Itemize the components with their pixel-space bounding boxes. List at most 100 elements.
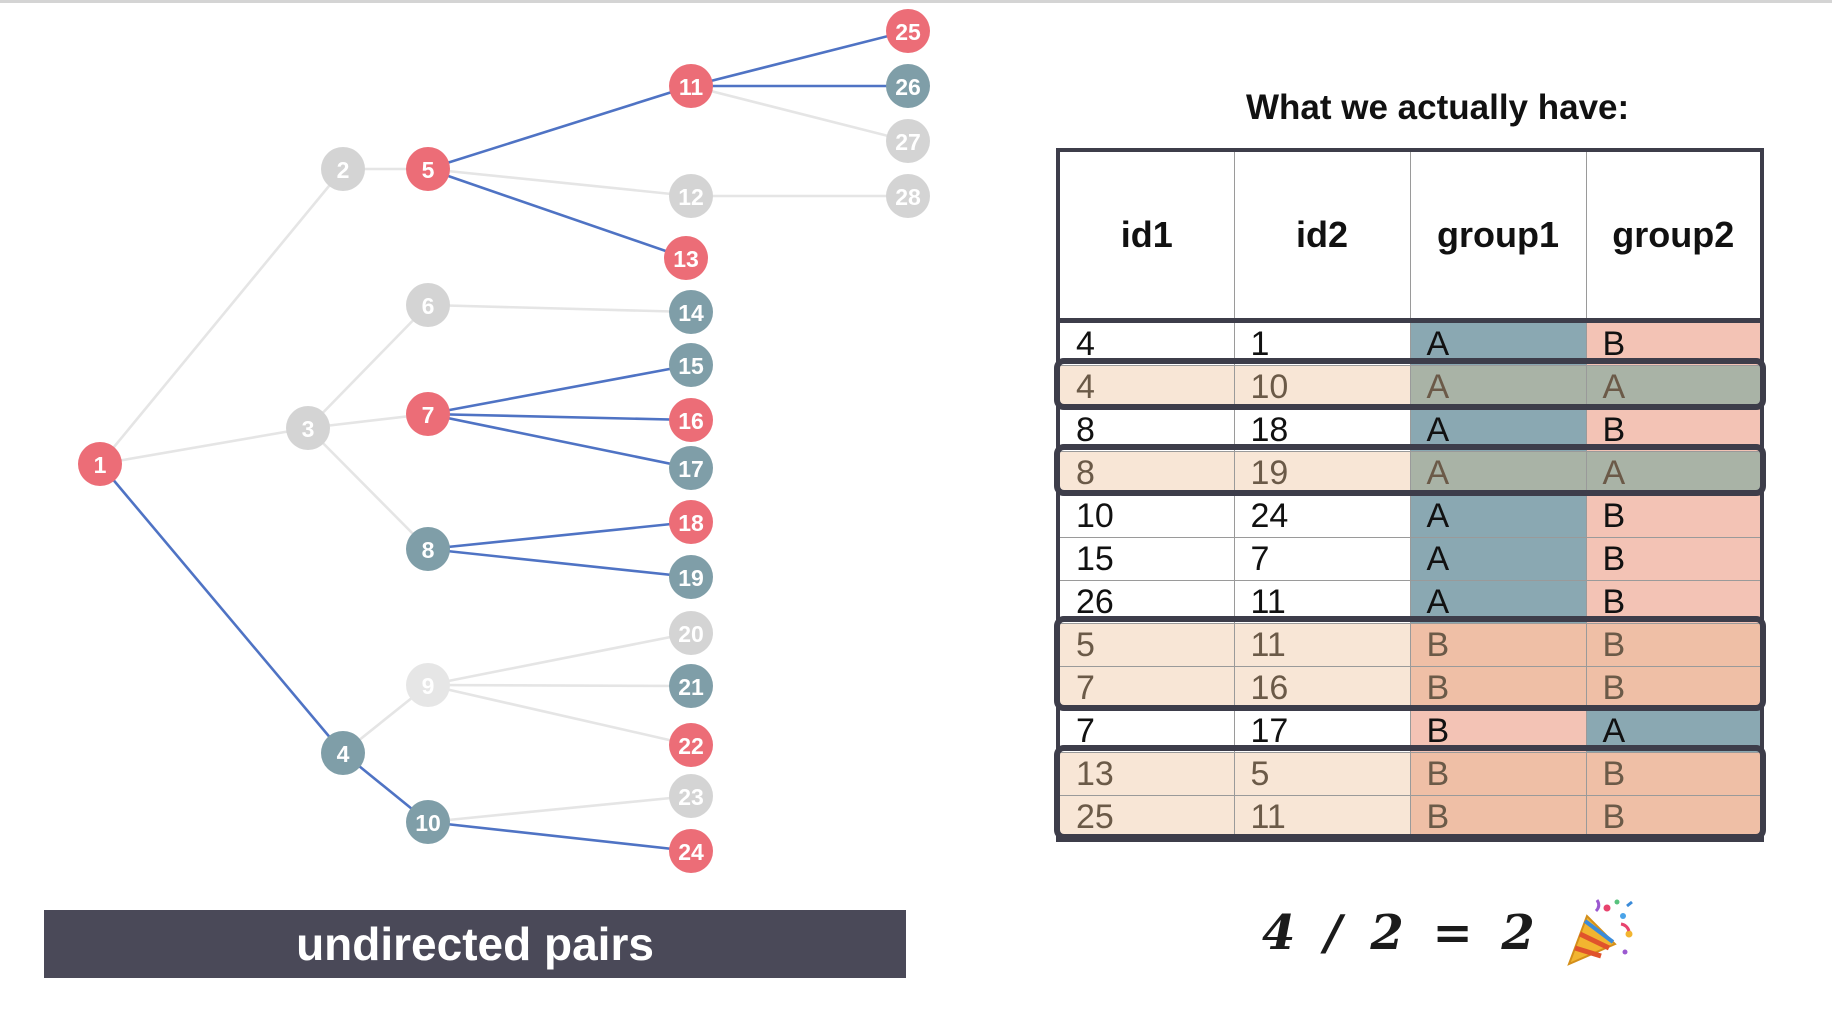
- edge-7-16: [427, 412, 692, 422]
- cell-id2: 7: [1234, 537, 1411, 581]
- node-label: 12: [678, 184, 704, 210]
- node-circle: [669, 774, 713, 818]
- node-16: 16: [669, 398, 713, 442]
- cell-group1: A: [1410, 580, 1587, 624]
- cell-group2: B: [1586, 623, 1762, 667]
- node-label: 11: [679, 74, 704, 100]
- edge-1-3: [99, 426, 309, 466]
- edge-10-24: [427, 820, 692, 853]
- node-18: 18: [669, 500, 713, 544]
- node-circle: [669, 555, 713, 599]
- edge-6-14: [427, 303, 692, 314]
- table-title: What we actually have:: [1246, 88, 1630, 127]
- cell-id1: 4: [1058, 320, 1235, 366]
- node-17: 17: [669, 446, 713, 490]
- cell-group2: B: [1586, 537, 1762, 581]
- header-group2: group2: [1586, 150, 1762, 323]
- node-2: 2: [321, 147, 365, 191]
- node-circle: [886, 9, 930, 53]
- table-row: 8 19 A A: [1058, 451, 1762, 495]
- edge-8-19: [427, 547, 692, 579]
- node-label: 9: [422, 673, 435, 699]
- node-circle: [406, 527, 450, 571]
- cell-id1: 5: [1058, 623, 1235, 667]
- edge-11-25: [690, 29, 909, 88]
- tree-edges: [98, 29, 909, 853]
- node-label: 24: [678, 839, 704, 865]
- table-row: 25 11 B B: [1058, 795, 1762, 841]
- cell-group1: A: [1410, 494, 1587, 538]
- node-label: 5: [422, 157, 435, 183]
- node-label: 25: [895, 19, 921, 45]
- cell-group2: A: [1586, 709, 1762, 753]
- edge-9-20: [427, 631, 692, 687]
- header-id2: id2: [1234, 150, 1411, 323]
- table-row: 5 11 B B: [1058, 623, 1762, 667]
- edge-1-4: [99, 463, 344, 754]
- node-15: 15: [669, 343, 713, 387]
- cell-group2: B: [1586, 494, 1762, 538]
- node-label: 17: [678, 456, 704, 482]
- cell-id2: 24: [1234, 494, 1411, 538]
- edge-3-6: [307, 304, 429, 429]
- node-circle: [669, 343, 713, 387]
- node-circle: [886, 119, 930, 163]
- cell-group1: A: [1410, 365, 1587, 409]
- edge-5-12: [427, 167, 692, 198]
- node-label: 4: [337, 741, 350, 767]
- edge-8-18: [427, 520, 692, 551]
- cell-id1: 4: [1058, 365, 1235, 409]
- cell-group1: B: [1410, 623, 1587, 667]
- cell-id2: 11: [1234, 580, 1411, 624]
- node-circle: [286, 406, 330, 450]
- cell-id1: 10: [1058, 494, 1235, 538]
- table-row: 8 18 A B: [1058, 408, 1762, 452]
- party-popper-icon: [1563, 894, 1637, 973]
- node-19: 19: [669, 555, 713, 599]
- node-27: 27: [886, 119, 930, 163]
- node-7: 7: [406, 392, 450, 436]
- node-circle: [886, 174, 930, 218]
- cell-group1: A: [1410, 451, 1587, 495]
- node-label: 8: [422, 537, 435, 563]
- edge-3-8: [307, 427, 429, 550]
- edge-7-17: [427, 412, 692, 470]
- node-6: 6: [406, 283, 450, 327]
- table-row: 7 16 B B: [1058, 666, 1762, 710]
- node-circle: [886, 64, 930, 108]
- result-equation: 4 / 2 = 2: [1262, 898, 1637, 968]
- edge-7-15: [427, 363, 692, 416]
- table-row: 13 5 B B: [1058, 752, 1762, 796]
- edge-1-2: [98, 168, 345, 465]
- node-circle: [669, 611, 713, 655]
- node-23: 23: [669, 774, 713, 818]
- node-20: 20: [669, 611, 713, 655]
- party-popper-graphic: [1567, 898, 1633, 966]
- tree-diagram: 1234567891011121314151617181920212223242…: [78, 9, 930, 873]
- edge-11-27: [690, 84, 909, 143]
- cell-group1: A: [1410, 320, 1587, 366]
- node-label: 28: [895, 184, 921, 210]
- edge-5-13: [427, 167, 687, 260]
- cell-id2: 18: [1234, 408, 1411, 452]
- result-formula: 4 / 2 = 2: [1262, 905, 1541, 961]
- cell-id2: 5: [1234, 752, 1411, 796]
- node-circle: [321, 731, 365, 775]
- node-28: 28: [886, 174, 930, 218]
- node-12: 12: [669, 174, 713, 218]
- cell-group1: A: [1410, 537, 1587, 581]
- cell-id1: 26: [1058, 580, 1235, 624]
- table-row: 7 17 B A: [1058, 709, 1762, 753]
- edge-9-22: [427, 683, 692, 747]
- node-8: 8: [406, 527, 450, 571]
- table-row: 15 7 A B: [1058, 537, 1762, 581]
- node-25: 25: [886, 9, 930, 53]
- node-22: 22: [669, 723, 713, 767]
- tree-nodes: 1234567891011121314151617181920212223242…: [78, 9, 930, 873]
- cell-group2: B: [1586, 795, 1762, 841]
- node-circle: [664, 236, 708, 280]
- node-label: 15: [678, 353, 704, 379]
- edge-5-11: [427, 84, 692, 171]
- node-3: 3: [286, 406, 330, 450]
- pairs-table-container: id1 id2 group1 group2 4 1 A B 4 10 A A 8 18 A B 8 19 A…: [1054, 148, 1766, 842]
